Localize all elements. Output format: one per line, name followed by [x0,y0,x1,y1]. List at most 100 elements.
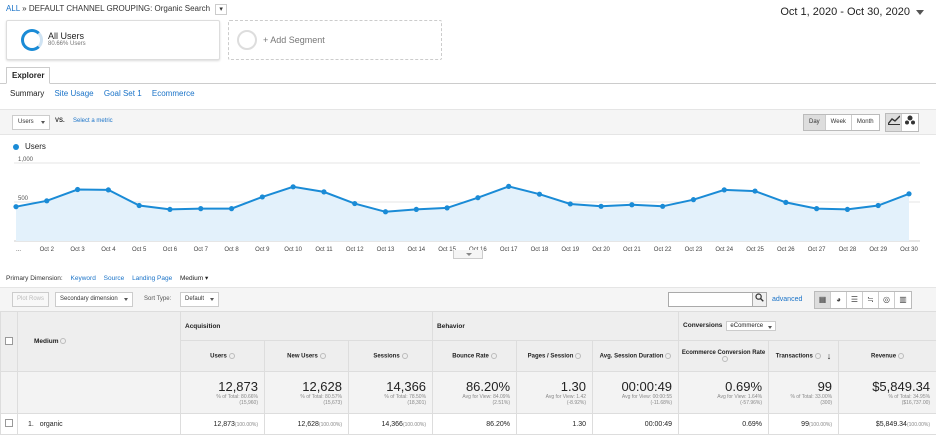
column-header-users[interactable]: Users [180,340,265,372]
data-point-oct-23[interactable] [690,197,697,203]
total-comparison: % of Total: 33.00% [790,393,833,400]
data-point-oct-6[interactable] [167,206,173,213]
period-day-button[interactable]: Day [804,115,826,130]
motion-chart-icon[interactable] [902,114,918,131]
metric-select-value: Users [18,119,34,125]
date-range-picker[interactable]: Oct 1, 2020 - Oct 30, 2020 [780,6,924,18]
data-point-oct-24[interactable] [721,187,727,193]
metric-select[interactable]: Users [12,115,50,130]
data-point-oct-25[interactable] [752,188,758,194]
data-point-oct-27[interactable] [814,206,820,212]
breadcrumb-root[interactable]: ALL [6,4,20,13]
data-point-oct-10[interactable] [290,184,296,190]
data-point-oct-29[interactable] [875,202,881,209]
advanced-filter-link[interactable]: advanced [772,296,803,303]
data-point-oct-16[interactable] [475,195,481,201]
total-absolute: (-11.68%) [650,399,673,406]
period-month-button[interactable]: Month [856,119,874,125]
search-icon[interactable] [752,292,767,307]
data-point-oct-13[interactable] [382,209,389,215]
cell-percentage: (100.00%) [234,421,258,428]
data-point-oct-21[interactable] [629,202,635,208]
total-comparison: Avg for View: 84.09% [462,393,511,400]
row-medium-link[interactable]: organic [39,420,63,428]
data-point-oct-11[interactable] [321,189,327,195]
column-header-new-users[interactable]: New Users [264,340,349,372]
x-tick-label: Oct 23 [685,247,703,253]
add-segment-button[interactable]: + Add Segment [228,20,442,60]
tab-explorer[interactable]: Explorer [6,67,51,84]
data-point-oct-30[interactable] [906,191,912,197]
dimension-medium[interactable]: Medium ▾ [180,275,208,282]
data-point-oct-9[interactable] [259,194,265,200]
cell-value: 14,366 [381,420,403,428]
x-tick-label: Oct 26 [777,247,795,253]
column-header-pages-session[interactable]: Pages / Session [516,340,594,372]
line-chart-icon[interactable] [886,114,902,131]
x-tick-label: Oct 28 [839,247,857,253]
data-point-oct-5[interactable] [136,202,142,209]
data-point-oct-14[interactable] [413,206,419,213]
x-tick-label: Oct 8 [224,247,239,253]
column-header-transactions[interactable]: Transactions ↓ [768,340,840,372]
pivot-view-icon[interactable]: ▥ [899,295,907,304]
data-point-oct-4[interactable] [105,187,111,193]
column-header-avg-session-duration[interactable]: Avg. Session Duration [592,340,680,372]
breadcrumb-dropdown-icon[interactable]: ▾ [215,4,227,15]
secondary-dimension-select[interactable]: Secondary dimension [55,292,133,307]
select-metric-link[interactable]: Select a metric [73,118,113,124]
data-point-oct-28[interactable] [844,206,851,213]
data-point-oct-20[interactable] [598,203,604,209]
medium-column-header[interactable]: Medium [17,311,181,372]
subtab-site-usage[interactable]: Site Usage [54,89,94,98]
subtab-ecommerce[interactable]: Ecommerce [151,89,195,98]
data-point-oct-3[interactable] [74,186,81,193]
total-value: 00:00:49 [621,378,673,394]
pie-view-icon[interactable]: ◕ [831,292,847,308]
column-header-bounce-rate[interactable]: Bounce Rate [432,340,518,372]
column-header-revenue[interactable]: Revenue [838,340,936,372]
primary-dimension-label: Primary Dimension: [6,275,63,282]
term-cloud-view-icon[interactable]: ◎ [879,292,895,308]
data-point-oct-1[interactable] [13,204,19,210]
dimension-source[interactable]: Source [103,275,125,282]
column-header-ecommerce-conversion-rate[interactable]: Ecommerce Conversion Rate [678,340,770,372]
conversions-select[interactable]: eCommerce [726,321,777,331]
y-tick-label: 500 [18,196,29,202]
data-point-oct-12[interactable] [352,200,358,207]
data-point-oct-15[interactable] [444,205,450,211]
row-checkbox[interactable] [5,419,13,427]
acquisition-group-header: Acquisition [179,311,434,341]
users-line-chart[interactable]: 1,000 500 ... Oct 2 Oct 3 Oct 4 Oct 5 Oct 6 Oct… [0,155,936,255]
data-point-oct-19[interactable] [567,201,573,207]
data-point-oct-8[interactable] [228,206,235,212]
users-series-line [15,185,910,213]
dimension-keyword[interactable]: Keyword [70,275,96,282]
select-all-checkbox[interactable] [5,336,13,345]
data-point-oct-18[interactable] [536,191,543,197]
performance-view-icon[interactable]: ☰ [847,292,863,308]
help-icon [814,353,821,359]
behavior-group-header: Behavior [432,311,680,341]
data-point-oct-17[interactable] [506,183,512,189]
total-value: 0.69% [725,378,763,394]
comparison-view-icon[interactable]: ≒ [863,292,879,308]
x-tick-label: Oct 5 [132,247,147,253]
segment-all-users[interactable]: All Users 80.66% Users [6,20,220,60]
plot-rows-button[interactable]: Plot Rows [12,292,50,307]
total-comparison: Avg for View: 1.64% [717,393,763,400]
data-point-oct-7[interactable] [198,206,204,212]
dimension-landing-page[interactable]: Landing Page [132,275,173,282]
subtab-goal-set-1[interactable]: Goal Set 1 [103,89,142,98]
total-value: 12,628 [302,378,342,394]
column-header-sessions[interactable]: Sessions [347,340,434,372]
chart-collapse-handle[interactable] [453,250,483,259]
data-point-oct-2[interactable] [44,198,50,204]
x-tick-label: Oct 20 [592,247,610,253]
subtab-summary[interactable]: Summary [10,89,45,98]
data-point-oct-22[interactable] [660,203,666,209]
period-week-button[interactable]: Week [826,115,852,130]
sort-type-select[interactable]: Default [180,292,220,307]
data-table-view-icon[interactable]: ▦ [815,292,831,308]
data-point-oct-26[interactable] [783,199,789,205]
